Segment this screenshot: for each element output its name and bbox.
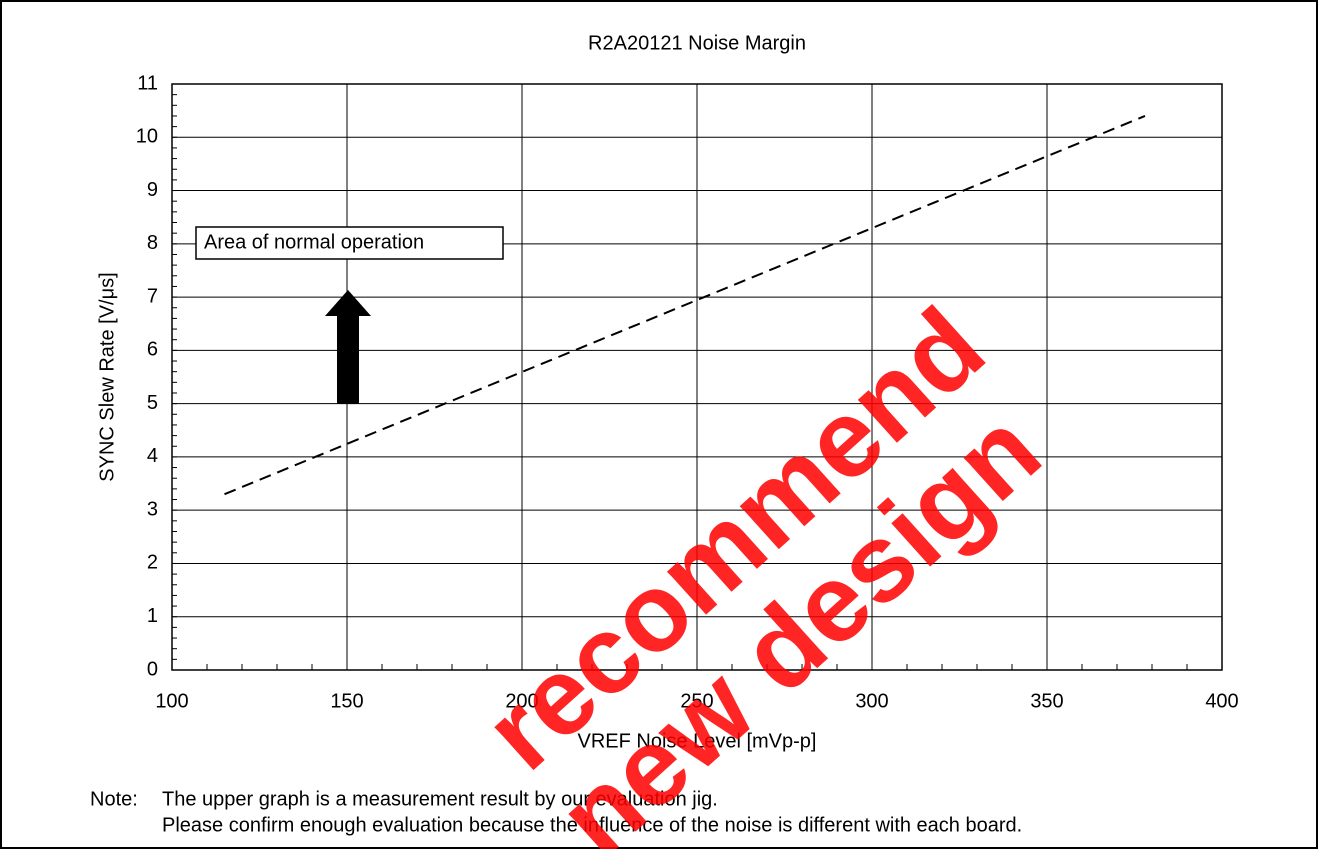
y-tick-label: 4 xyxy=(147,445,158,467)
y-tick-label: 5 xyxy=(147,392,158,414)
y-tick-label: 3 xyxy=(147,498,158,520)
y-tick-label: 2 xyxy=(147,552,158,574)
x-tick-label: 350 xyxy=(1030,690,1063,712)
x-tick-label: 250 xyxy=(680,690,713,712)
note: Please confirm enough evaluation because… xyxy=(162,814,1022,836)
x-tick-label: 200 xyxy=(505,690,538,712)
data-line xyxy=(224,115,1146,496)
y-axis-label: SYNC Slew Rate [V/μs] xyxy=(96,272,118,481)
x-tick-label: 150 xyxy=(330,690,363,712)
y-tick-label: 8 xyxy=(147,232,158,254)
y-tick-label: 0 xyxy=(147,658,158,680)
annotation-box xyxy=(195,226,504,260)
x-tick-label: 400 xyxy=(1205,690,1238,712)
y-tick-label: 10 xyxy=(136,126,158,148)
chart-title: R2A20121 Noise Margin xyxy=(588,32,806,54)
note-label: Note: xyxy=(90,788,138,810)
note: The upper graph is a measurement result … xyxy=(162,788,718,810)
y-tick-label: 6 xyxy=(147,339,158,361)
x-tick-label: 300 xyxy=(855,690,888,712)
y-tick-label: 7 xyxy=(147,285,158,307)
x-axis-label: VREF Noise Level [mVp-p] xyxy=(578,730,817,752)
y-tick-label: 1 xyxy=(147,605,158,627)
y-tick-label: 9 xyxy=(147,179,158,201)
annotation: Area of normal operation xyxy=(204,231,424,253)
x-tick-label: 100 xyxy=(155,690,188,712)
arrow xyxy=(325,290,371,404)
y-tick-label: 11 xyxy=(137,72,158,94)
